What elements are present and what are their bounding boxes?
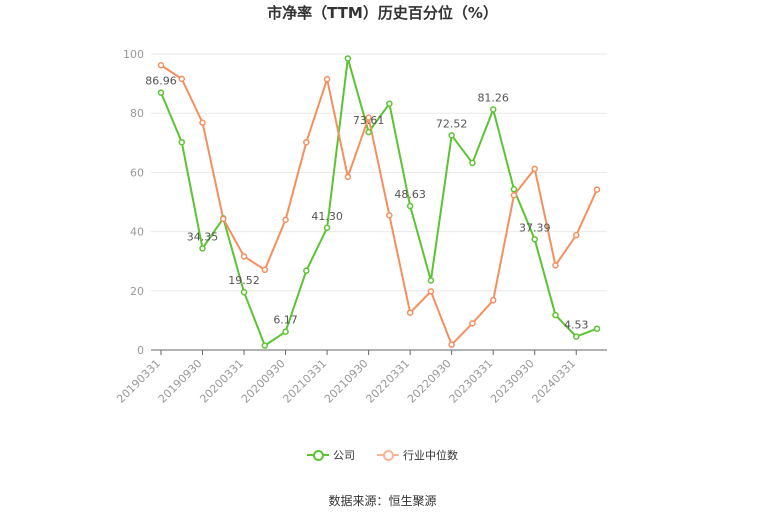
data-point-company — [427, 277, 435, 284]
data-point-company — [510, 186, 518, 193]
data-point-industry — [469, 320, 476, 327]
x-tick-label: 20230930 — [488, 357, 537, 406]
data-point-industry — [552, 262, 559, 269]
data-point-industry — [303, 138, 310, 146]
x-tick-label: 20220930 — [405, 357, 454, 406]
data-points — [157, 55, 601, 349]
x-tick-label: 20240331 — [530, 357, 579, 406]
series-lines — [160, 58, 598, 348]
legend-industry-label: 行业中位数 — [403, 449, 458, 462]
data-label: 72.52 — [436, 117, 468, 130]
data-point-industry — [323, 75, 331, 83]
data-point-industry — [261, 266, 269, 274]
x-tick-label: 20200331 — [197, 357, 246, 406]
data-point-industry — [344, 173, 352, 181]
x-tick-label: 20190331 — [114, 357, 163, 406]
data-point-industry — [489, 297, 497, 304]
legend-item-company[interactable]: 公司 — [307, 447, 355, 463]
data-label: 86.96 — [145, 75, 177, 88]
x-tick-label: 20190930 — [156, 357, 205, 406]
data-label: 19.52 — [228, 274, 260, 287]
data-point-industry — [448, 341, 455, 348]
data-point-company — [469, 159, 476, 167]
data-point-industry — [220, 215, 227, 223]
data-point-industry — [365, 114, 372, 121]
data-point-industry — [178, 75, 186, 83]
legend: 公司 行业中位数 — [0, 447, 765, 463]
data-point-company — [572, 333, 580, 340]
x-tick-label: 20210930 — [322, 357, 371, 406]
data-point-company — [323, 224, 331, 232]
data-point-industry — [240, 253, 248, 260]
data-point-industry — [427, 288, 435, 295]
series-line-industry — [160, 64, 598, 347]
data-point-industry — [531, 165, 538, 173]
data-label: 41.30 — [311, 210, 343, 223]
legend-industry-marker-icon — [377, 449, 399, 461]
y-tick-label: 40 — [130, 226, 144, 239]
data-label: 34.35 — [187, 230, 219, 243]
y-tick-label: 20 — [130, 285, 144, 298]
data-point-industry — [406, 309, 414, 316]
data-label: 37.39 — [519, 221, 551, 234]
legend-item-industry[interactable]: 行业中位数 — [377, 447, 458, 463]
data-point-industry — [199, 119, 206, 126]
chart-title: 市净率（TTM）历史百分位（%） — [267, 4, 498, 22]
data-point-industry — [510, 191, 518, 199]
x-tick-label: 20200930 — [239, 357, 288, 406]
data-point-company — [303, 267, 310, 274]
data-point-company — [531, 236, 538, 243]
data-point-company — [199, 245, 206, 252]
data-point-industry — [572, 231, 580, 239]
data-point-industry — [282, 216, 289, 224]
data-point-company — [489, 106, 497, 113]
data-label: 81.26 — [477, 91, 509, 104]
y-tick-label: 100 — [123, 48, 144, 61]
legend-company-marker-icon — [307, 449, 329, 461]
data-label: 48.63 — [394, 188, 426, 201]
data-point-company — [593, 325, 601, 332]
line-chart: 0 20 40 60 80 100 2019033120190930202003312020… — [114, 48, 607, 406]
data-point-company — [386, 100, 393, 107]
data-point-company — [261, 342, 269, 349]
data-point-company — [157, 89, 165, 96]
data-point-company — [448, 132, 455, 139]
y-tick-label: 0 — [137, 344, 144, 357]
legend-company-label: 公司 — [333, 449, 355, 462]
data-labels: 86.96 34.35 19.52 6.17 41.30 73.61 48.63 72.52 8… — [145, 75, 588, 332]
data-point-industry — [593, 186, 601, 193]
data-point-company — [240, 288, 248, 296]
x-tick-label: 20220331 — [363, 357, 412, 406]
data-label: 4.53 — [564, 319, 589, 332]
data-label: 6.17 — [273, 314, 298, 327]
x-tick-label: 20230331 — [447, 357, 496, 406]
data-point-company — [282, 328, 289, 335]
data-point-company — [344, 55, 352, 62]
y-tick-label: 80 — [130, 107, 144, 120]
series-line-company — [160, 58, 598, 348]
data-point-industry — [157, 61, 165, 69]
data-point-industry — [386, 212, 393, 219]
y-tick-label: 60 — [130, 166, 144, 179]
data-point-company — [406, 202, 414, 210]
data-source: 数据来源：恒生聚源 — [328, 494, 437, 508]
data-point-company — [365, 128, 372, 136]
data-point-company — [178, 138, 186, 146]
data-point-company — [552, 311, 559, 319]
data-label: 73.61 — [353, 114, 385, 127]
x-tick-label: 20210331 — [280, 357, 329, 406]
